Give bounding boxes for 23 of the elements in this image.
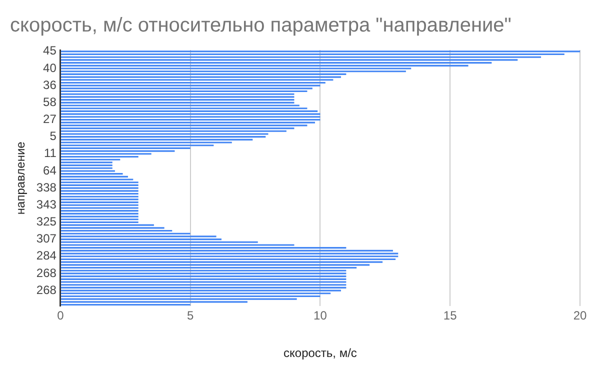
y-tick-label: 45 <box>43 44 57 58</box>
y-tick-label: 11 <box>44 146 57 160</box>
y-tick-label: 284 <box>36 248 57 263</box>
x-tick-label: 0 <box>57 308 64 323</box>
chart-title: скорость, м/с относительно параметра "направление" <box>10 14 512 37</box>
y-tick-label: 268 <box>36 266 57 280</box>
y-tick-label: 343 <box>36 197 57 212</box>
x-axis-title: скорость, м/с <box>284 346 357 360</box>
y-tick-label: 325 <box>36 214 57 229</box>
y-tick-label: 58 <box>43 94 57 109</box>
y-tick-label: 338 <box>36 180 57 194</box>
x-tick-label: 10 <box>314 308 328 323</box>
y-axis-title: направление <box>14 141 28 215</box>
x-tick-label: 5 <box>186 308 194 323</box>
y-tick-label: 27 <box>43 112 57 126</box>
y-tick-label: 307 <box>36 232 57 246</box>
y-tick-label: 268 <box>36 282 57 297</box>
y-tick-label: 40 <box>43 60 57 75</box>
y-tick-label: 5 <box>50 129 57 144</box>
x-tick-label: 15 <box>443 308 458 323</box>
y-tick-label: 36 <box>43 78 57 92</box>
x-tick-label: 20 <box>573 308 587 323</box>
y-tick-label: 64 <box>43 163 57 178</box>
